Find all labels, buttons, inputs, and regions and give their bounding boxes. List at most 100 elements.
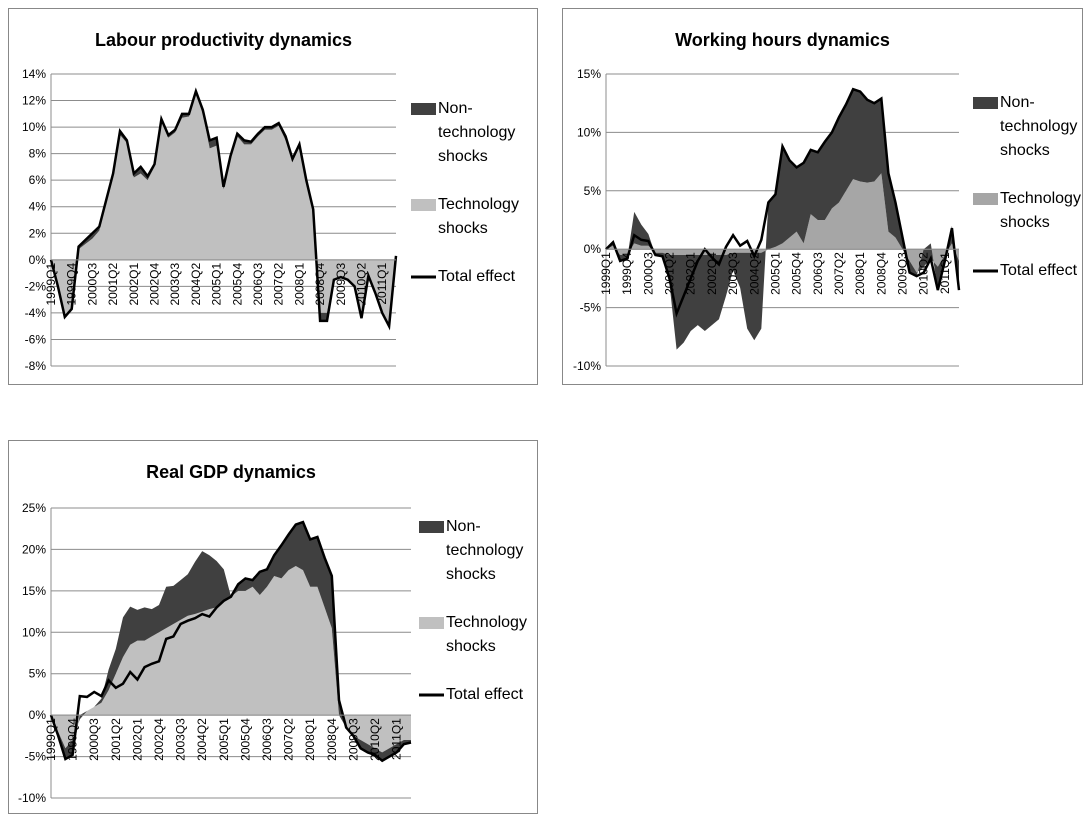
chart: Working hours dynamics -10% -5% 0% 5% 10% 15% 1… [573,30,998,373]
y-tick-label: -2% [25,279,47,293]
y-tick-label: 0% [29,253,47,267]
legend-swatch [419,521,444,533]
x-tick-label: 2011Q1 [938,252,952,294]
x-tick-label: 2004Q2 [195,718,209,761]
area [51,566,411,753]
line [49,520,412,763]
chart-title: Working hours dynamics [675,30,890,50]
x-tick-label: 2002Q4 [148,262,162,305]
x-tick-label: 2011Q1 [375,262,389,304]
x-tick-label: 2002Q4 [152,718,166,761]
x-tick-label: 2004Q2 [747,252,761,295]
y-tick-label: -8% [25,359,47,373]
legend-swatch [973,97,998,109]
chart-panel: Labour productivity dynamics -8% -6% -4% -2%… [8,8,538,385]
x-tick-label: 2010Q2 [917,252,931,295]
x-tick-label: 2011Q1 [390,718,404,760]
y-tick-label: 14% [22,67,46,81]
x-tick-label: 1999Q4 [620,252,634,295]
y-tick-label: 0% [584,242,602,256]
legend-item: Non-technology shocks [1000,94,1078,159]
y-tick-label: 6% [29,173,47,187]
area [51,522,411,761]
legend-swatch [411,103,436,115]
y-tick-label: 25% [22,501,46,515]
x-tick-label: 2002Q1 [130,718,144,761]
line [605,87,961,318]
x-tick-label: 2010Q2 [355,262,369,305]
x-tick-label: 1999Q1 [599,252,613,295]
x-tick-label: 2004Q2 [189,262,203,305]
x-tick-label: 2003Q3 [168,262,182,305]
y-tick-label: 5% [29,667,47,681]
area [51,93,396,327]
x-tick-label: 2005Q4 [238,718,252,761]
legend-item: Technology shocks [446,614,527,655]
x-tick-label: 2009Q3 [896,252,910,295]
x-tick-label: 2007Q2 [272,262,286,305]
x-tick-label: 2003Q3 [726,252,740,295]
x-tick-label: 2010Q2 [368,718,382,761]
y-tick-label: 8% [29,147,47,161]
x-tick-label: 2005Q1 [217,718,231,761]
x-tick-label: 2009Q3 [334,262,348,305]
chart-title: Labour productivity dynamics [95,30,352,50]
x-tick-label: 2003Q3 [174,718,188,761]
y-tick-label: 10% [22,625,46,639]
x-tick-label: 2005Q4 [790,252,804,295]
legend-item: Technology shocks [1000,190,1081,231]
x-tick-label: 2000Q3 [87,718,101,761]
chart-panel: Working hours dynamics -10% -5% 0% 5% 10% 15% 1… [562,8,1083,385]
legend-swatch [973,193,998,205]
x-tick-label: 2008Q1 [292,262,306,305]
y-tick-label: -10% [18,791,46,805]
x-tick-label: 2008Q4 [325,718,339,761]
y-tick-label: 0% [29,708,47,722]
x-tick-label: 2006Q3 [251,262,265,305]
x-tick-label: 2002Q1 [127,262,141,305]
chart: Real GDP dynamics -10% -5% 0% 5% 10% 15% 20% 25%… [18,462,444,805]
x-tick-label: 2001Q2 [109,718,123,761]
x-tick-label: 2008Q1 [853,252,867,295]
area [606,89,959,350]
legend-swatch [419,617,444,629]
x-tick-label: 2001Q2 [663,252,677,295]
legend-swatch [411,199,436,211]
x-tick-label: 2002Q1 [684,252,698,295]
legend-item: Total effect [446,686,524,703]
y-tick-label: 10% [577,125,601,139]
legend-item: Technology shocks [438,196,519,237]
line [49,87,398,331]
x-tick-label: 2002Q4 [705,252,719,295]
chart-panel: Real GDP dynamics -10% -5% 0% 5% 10% 15% 20% 25%… [8,440,538,814]
x-tick-label: 2006Q3 [260,718,274,761]
y-tick-label: 15% [577,67,601,81]
y-tick-label: -5% [25,750,47,764]
x-tick-label: 2006Q3 [811,252,825,295]
area [606,173,959,273]
chart-title: Real GDP dynamics [146,462,316,482]
x-tick-label: 2009Q3 [346,718,360,761]
x-tick-label: 1999Q4 [66,718,80,761]
x-tick-label: 2008Q4 [874,252,888,295]
x-tick-label: 2001Q2 [106,262,120,305]
y-tick-label: 12% [22,94,46,108]
y-tick-label: 15% [22,584,46,598]
chart: Labour productivity dynamics -8% -6% -4% -2%… [22,30,436,373]
y-tick-label: 20% [22,542,46,556]
x-tick-label: 1999Q4 [65,262,79,305]
y-tick-label: -5% [580,301,602,315]
legend-item: Non-technology shocks [446,518,524,583]
y-tick-label: -4% [25,306,47,320]
x-tick-label: 1999Q1 [44,718,58,761]
x-tick-label: 2008Q1 [303,718,317,761]
x-tick-label: 2005Q4 [230,262,244,305]
x-tick-label: 2000Q3 [85,262,99,305]
x-tick-label: 2008Q4 [313,262,327,305]
y-tick-label: -6% [25,332,47,346]
x-tick-label: 2005Q1 [768,252,782,295]
x-tick-label: 2005Q1 [210,262,224,305]
legend-item: Total effect [438,268,516,285]
legend-item: Non-technology shocks [438,100,516,165]
